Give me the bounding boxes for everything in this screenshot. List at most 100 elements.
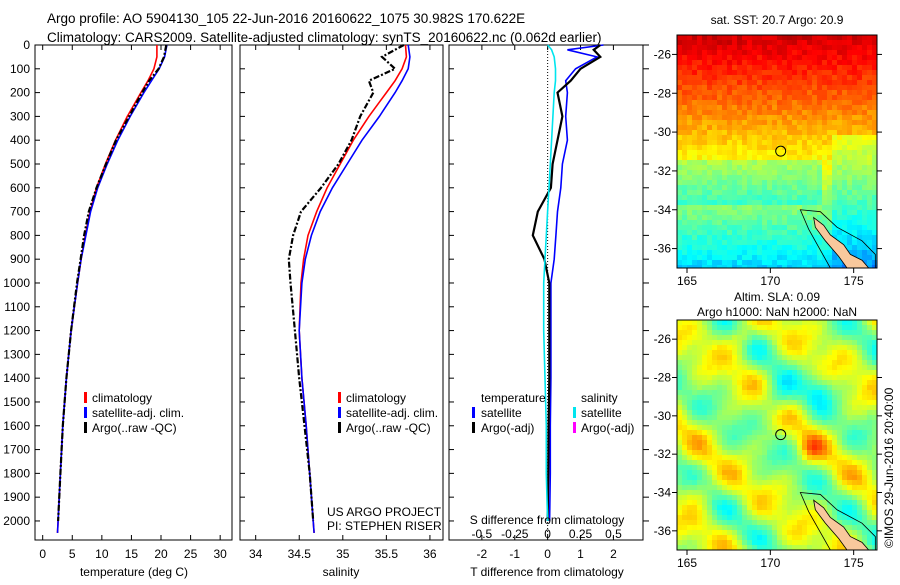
map-cell <box>827 345 832 350</box>
map-cell <box>812 250 817 255</box>
map-cell <box>797 45 802 50</box>
map-cell <box>702 435 707 440</box>
map-cell <box>752 350 757 355</box>
map-cell <box>747 65 752 70</box>
map-cell <box>792 535 797 540</box>
map-cell <box>862 205 867 210</box>
map-cell <box>852 360 857 365</box>
map-cell <box>772 135 777 140</box>
map-cell <box>802 450 807 455</box>
map-cell <box>717 255 722 260</box>
map-cell <box>732 95 737 100</box>
map-cell <box>762 535 767 540</box>
map-cell <box>687 175 692 180</box>
map-cell <box>842 120 847 125</box>
map-cell <box>837 80 842 85</box>
map-cell <box>847 415 852 420</box>
map-cell <box>737 525 742 530</box>
map-cell <box>797 500 802 505</box>
map-cell <box>747 205 752 210</box>
map-cell <box>722 465 727 470</box>
map-cell <box>842 420 847 425</box>
map-cell <box>862 505 867 510</box>
map-cell <box>727 135 732 140</box>
map-cell <box>792 330 797 335</box>
map-cell <box>752 235 757 240</box>
map-cell <box>762 440 767 445</box>
map-cell <box>817 380 822 385</box>
map-cell <box>817 540 822 545</box>
map-cell <box>772 130 777 135</box>
map-cell <box>852 410 857 415</box>
map-cell <box>727 165 732 170</box>
map-cell <box>852 435 857 440</box>
map-cell <box>727 370 732 375</box>
map-cell <box>682 265 687 268</box>
x-tick-label: 35 <box>336 547 350 561</box>
map-cell <box>797 75 802 80</box>
map-cell <box>722 415 727 420</box>
map-cell <box>722 40 727 45</box>
map-cell <box>752 150 757 155</box>
map-cell <box>677 180 682 185</box>
map-cell <box>712 205 717 210</box>
map-cell <box>857 155 862 160</box>
map-cell <box>812 260 817 265</box>
map-cell <box>817 95 822 100</box>
map-cell <box>702 350 707 355</box>
map-cell <box>767 220 772 225</box>
map-cell <box>727 440 732 445</box>
map-cell <box>712 470 717 475</box>
map-cell <box>787 335 792 340</box>
map-cell <box>727 465 732 470</box>
map-cell <box>792 195 797 200</box>
map-cell <box>867 325 872 330</box>
map-cell <box>847 350 852 355</box>
map-cell <box>772 45 777 50</box>
map-cell <box>697 45 702 50</box>
map-cell <box>747 35 752 40</box>
map-cell <box>742 120 747 125</box>
map-cell <box>862 125 867 130</box>
map-cell <box>787 380 792 385</box>
map-cell <box>812 495 817 500</box>
map-cell <box>742 390 747 395</box>
map-cell <box>807 530 812 535</box>
map-cell <box>827 120 832 125</box>
map-cell <box>837 465 842 470</box>
map-cell <box>717 400 722 405</box>
map-cell <box>817 335 822 340</box>
map-cell <box>762 465 767 470</box>
map-cell <box>722 60 727 65</box>
map-cell <box>747 545 752 550</box>
map-cell <box>732 120 737 125</box>
map-cell <box>797 50 802 55</box>
map-cell <box>802 70 807 75</box>
map-cell <box>712 475 717 480</box>
map-cell <box>802 380 807 385</box>
map-cell <box>772 60 777 65</box>
map-cell <box>702 260 707 265</box>
map-cell <box>712 150 717 155</box>
map-cell <box>772 340 777 345</box>
map-cell <box>732 355 737 360</box>
map-cell <box>697 130 702 135</box>
map-cell <box>757 165 762 170</box>
map-cell <box>872 475 877 480</box>
map-cell <box>862 255 867 260</box>
map-cell <box>817 195 822 200</box>
map-cell <box>757 510 762 515</box>
map-cell <box>742 155 747 160</box>
map-cell <box>832 365 837 370</box>
map-cell <box>712 400 717 405</box>
map-cell <box>702 35 707 40</box>
map-cell <box>872 180 877 185</box>
map-cell <box>787 490 792 495</box>
map-cell <box>812 110 817 115</box>
map-cell <box>832 370 837 375</box>
map-cell <box>792 460 797 465</box>
map-cell <box>852 95 857 100</box>
map-cell <box>767 85 772 90</box>
map-cell <box>697 475 702 480</box>
map-cell <box>822 260 827 265</box>
